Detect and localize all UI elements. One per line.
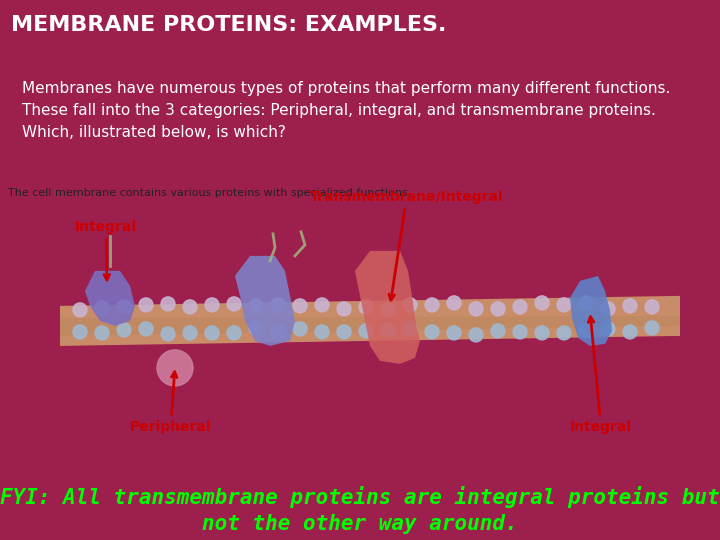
Circle shape [425, 296, 439, 310]
Circle shape [227, 322, 241, 336]
Circle shape [95, 302, 109, 316]
Circle shape [161, 321, 175, 335]
Circle shape [117, 327, 131, 341]
Text: Integral: Integral [570, 317, 632, 434]
Text: Integral: Integral [75, 220, 137, 280]
Circle shape [579, 297, 593, 311]
Circle shape [73, 321, 87, 335]
Circle shape [73, 298, 87, 312]
Circle shape [95, 322, 109, 336]
Circle shape [293, 327, 307, 341]
Circle shape [403, 297, 417, 311]
Circle shape [249, 299, 263, 313]
Polygon shape [60, 316, 680, 336]
Text: Transmembrane/Integral: Transmembrane/Integral [310, 190, 503, 300]
Circle shape [359, 326, 373, 340]
Circle shape [315, 325, 329, 339]
Circle shape [535, 300, 549, 314]
Circle shape [425, 324, 439, 338]
Circle shape [183, 297, 197, 311]
Circle shape [271, 301, 285, 315]
Circle shape [491, 326, 505, 340]
Circle shape [183, 326, 197, 340]
Circle shape [315, 296, 329, 310]
Circle shape [161, 303, 175, 317]
Circle shape [513, 322, 527, 336]
Circle shape [337, 327, 351, 341]
Polygon shape [355, 251, 420, 364]
Circle shape [271, 321, 285, 335]
Circle shape [513, 301, 527, 315]
Circle shape [491, 296, 505, 310]
Circle shape [579, 326, 593, 340]
Polygon shape [570, 276, 612, 346]
Polygon shape [85, 271, 135, 326]
Circle shape [623, 324, 637, 338]
Circle shape [205, 297, 219, 311]
Circle shape [117, 302, 131, 316]
Circle shape [381, 298, 395, 312]
Circle shape [645, 302, 659, 316]
Polygon shape [235, 256, 295, 346]
Circle shape [447, 325, 461, 339]
Circle shape [557, 296, 571, 310]
Circle shape [139, 302, 153, 316]
Circle shape [601, 321, 615, 335]
Circle shape [623, 299, 637, 313]
Circle shape [139, 323, 153, 337]
Circle shape [359, 297, 373, 311]
Text: Peripheral: Peripheral [130, 372, 212, 434]
Circle shape [469, 323, 483, 337]
Text: FYI: All transmembrane proteins are integral proteins but
not the other way arou: FYI: All transmembrane proteins are inte… [0, 486, 720, 535]
Circle shape [157, 350, 193, 386]
Text: Membranes have numerous types of proteins that perform many different functions.: Membranes have numerous types of protein… [22, 81, 670, 140]
Circle shape [205, 328, 219, 342]
Circle shape [337, 303, 351, 317]
Circle shape [447, 301, 461, 315]
Circle shape [645, 327, 659, 341]
Circle shape [249, 324, 263, 338]
Circle shape [535, 328, 549, 342]
Circle shape [381, 328, 395, 342]
Circle shape [227, 302, 241, 316]
Text: The cell membrane contains various proteins with specialized functions.: The cell membrane contains various prote… [8, 188, 411, 198]
Polygon shape [60, 296, 680, 346]
Circle shape [557, 324, 571, 338]
Circle shape [469, 303, 483, 317]
Circle shape [403, 325, 417, 339]
Circle shape [601, 303, 615, 317]
Text: MEMBRANE PROTEINS: EXAMPLES.: MEMBRANE PROTEINS: EXAMPLES. [11, 15, 446, 35]
Circle shape [293, 301, 307, 315]
